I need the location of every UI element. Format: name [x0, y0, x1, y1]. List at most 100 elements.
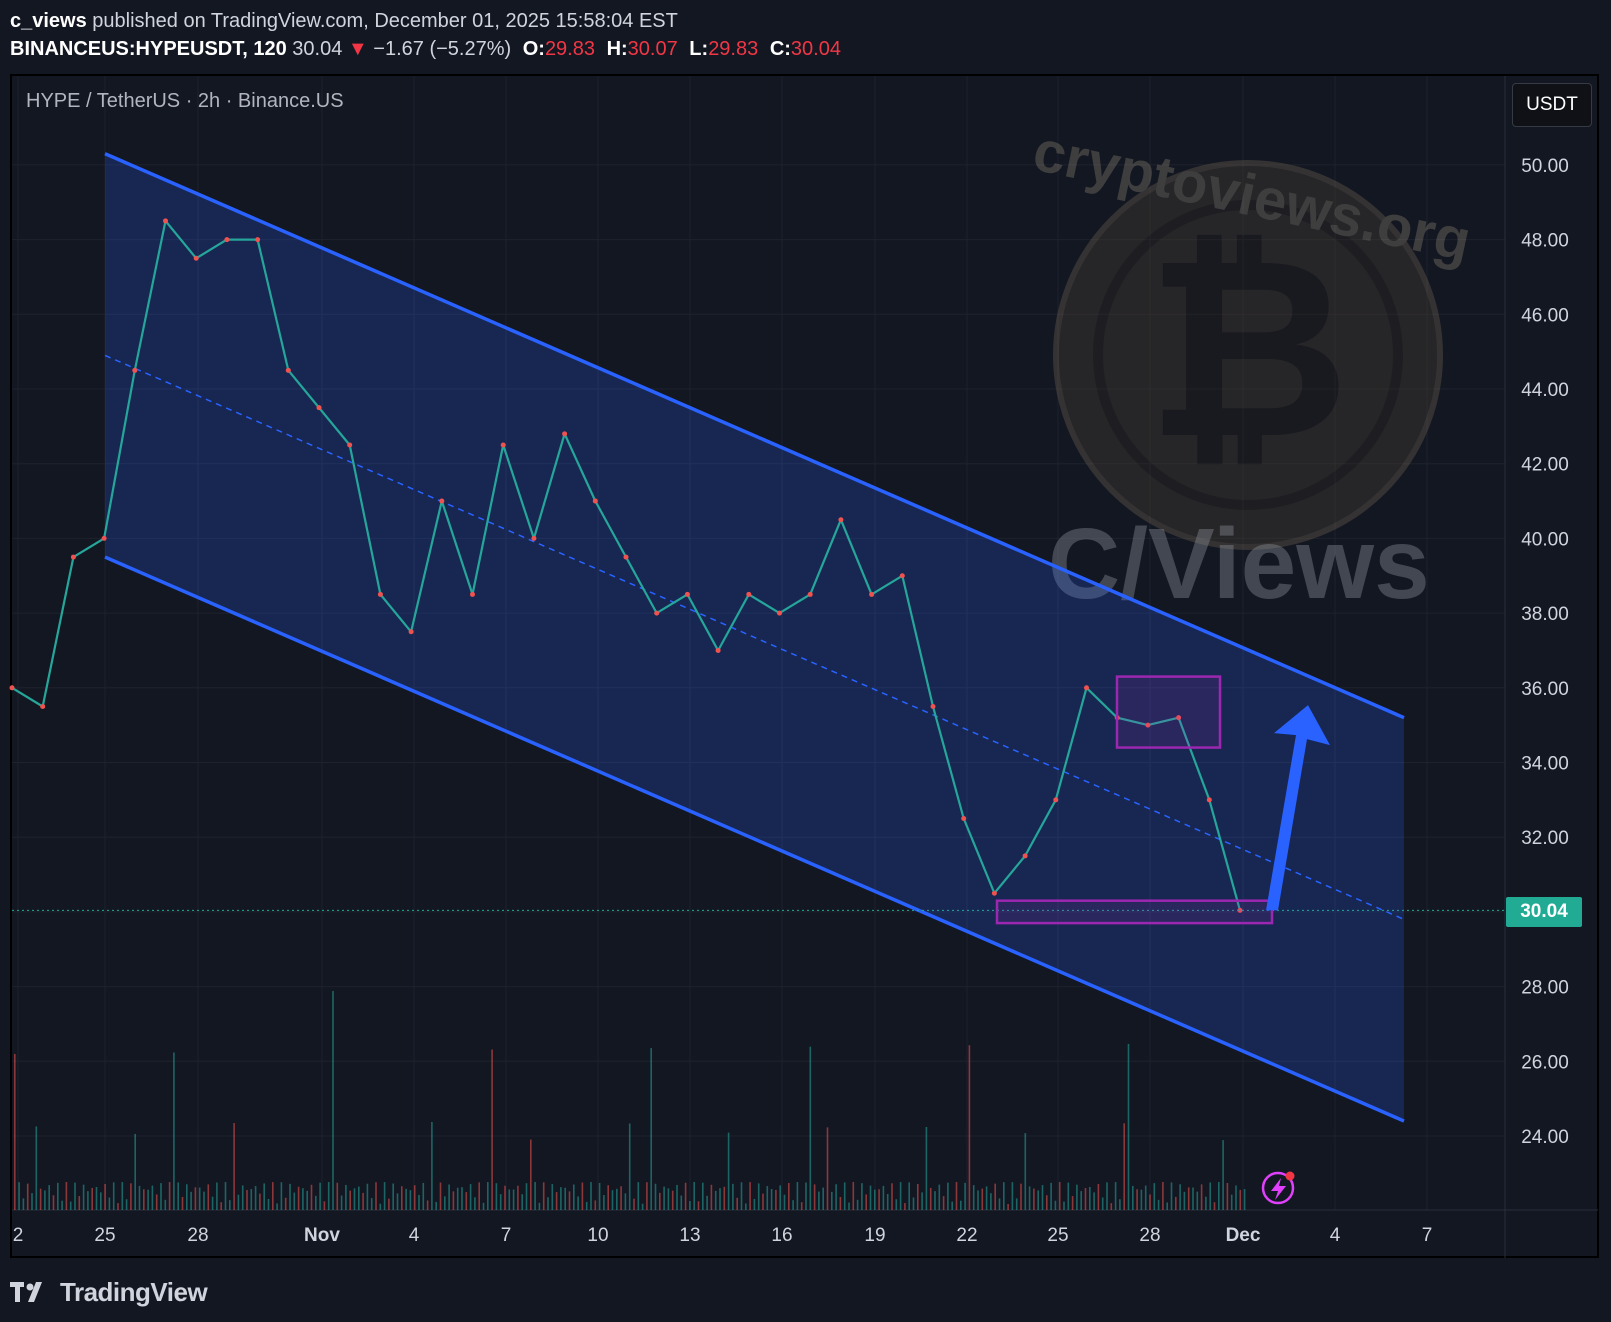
price-point — [70, 554, 76, 560]
volume-bar — [87, 1191, 89, 1210]
volume-bar — [972, 1185, 975, 1210]
symbol-name[interactable]: BINANCEUS:HYPEUSDT, 120 — [10, 38, 287, 60]
price-point — [869, 591, 875, 597]
volume-bar — [284, 1197, 287, 1210]
price-point — [1237, 907, 1243, 913]
volume-bar — [1015, 1198, 1018, 1210]
volume-bar — [375, 1182, 377, 1210]
volume-bar — [353, 1188, 356, 1210]
volume-bar — [1071, 1196, 1074, 1210]
volume-bar — [684, 1182, 687, 1210]
volume-bar — [560, 1187, 562, 1210]
volume-bar — [1054, 1200, 1057, 1210]
tradingview-footer[interactable]: TradingView — [10, 1272, 208, 1312]
volume-bar — [921, 1192, 923, 1210]
volume-bar — [534, 1182, 536, 1210]
volume-bar — [491, 1049, 493, 1210]
volume-bar — [1149, 1194, 1151, 1210]
volume-bar — [624, 1193, 627, 1210]
volume-bar — [422, 1182, 425, 1210]
volume-bar — [960, 1200, 962, 1210]
close-label: C: — [769, 38, 791, 60]
volume-bar — [762, 1193, 764, 1210]
volume-bar — [912, 1197, 915, 1210]
price-tick-label: 36.00 — [1521, 679, 1569, 700]
volume-bar — [121, 1182, 124, 1210]
volume-bar — [95, 1186, 98, 1210]
price-point — [1022, 853, 1028, 859]
chart-panel[interactable] — [10, 74, 1599, 1258]
volume-bar — [1046, 1195, 1048, 1210]
volume-bar — [848, 1202, 850, 1210]
volume-bar — [1024, 1133, 1027, 1210]
volume-bar — [904, 1203, 906, 1210]
volume-bar — [1222, 1140, 1224, 1210]
time-tick-label: 28 — [187, 1225, 208, 1246]
volume-bar — [813, 1184, 816, 1210]
volume-bar — [990, 1193, 992, 1210]
volume-bar — [220, 1202, 222, 1210]
volume-bar — [138, 1185, 141, 1210]
volume-bar — [237, 1194, 240, 1210]
volume-bar — [594, 1200, 597, 1210]
publisher-name[interactable]: c_views — [10, 10, 87, 32]
volume-bar — [1101, 1197, 1104, 1210]
volume-bar — [44, 1190, 46, 1210]
volume-bar — [379, 1203, 382, 1210]
volume-bar — [517, 1185, 519, 1210]
volume-bar — [908, 1182, 910, 1210]
volume-bar — [426, 1200, 429, 1210]
volume-bar — [1213, 1202, 1216, 1210]
price-tick-label: 44.00 — [1521, 380, 1569, 401]
volume-bar — [697, 1201, 700, 1210]
volume-bar — [1093, 1192, 1095, 1210]
price-tick-label: 32.00 — [1521, 828, 1569, 849]
volume-bar — [151, 1185, 154, 1210]
volume-bar — [607, 1185, 609, 1210]
volume-bar — [272, 1182, 274, 1210]
coin-outer — [1053, 160, 1443, 550]
volume-bar — [1205, 1196, 1207, 1210]
volume-bar — [327, 1182, 330, 1210]
volume-bar — [512, 1189, 515, 1210]
volume-bar — [886, 1193, 889, 1210]
volume-bar — [861, 1183, 863, 1210]
volume-bar — [650, 1048, 652, 1210]
volume-bar — [1033, 1188, 1035, 1210]
volume-bar — [667, 1188, 670, 1210]
price-tick-label: 38.00 — [1521, 604, 1569, 625]
open-value: 29.83 — [544, 38, 595, 60]
volume-bar — [710, 1184, 713, 1210]
currency-button[interactable]: USDT — [1512, 83, 1592, 127]
price-point — [470, 591, 475, 597]
volume-bar — [585, 1201, 588, 1210]
price-point — [163, 218, 168, 224]
volume-bar — [1097, 1183, 1100, 1210]
volume-bar — [323, 1201, 326, 1210]
volume-bar — [315, 1195, 317, 1210]
price-tick-label: 34.00 — [1521, 754, 1569, 775]
price-point — [1145, 722, 1151, 728]
volume-bar — [310, 1184, 313, 1210]
volume-bar — [1132, 1185, 1134, 1210]
volume-bar — [659, 1192, 661, 1210]
volume-bar — [155, 1194, 158, 1210]
pair-title: HYPE / TetherUS · 2h · Binance.US — [26, 90, 344, 112]
volume-bar — [177, 1182, 179, 1210]
volume-bar — [1166, 1202, 1168, 1210]
volume-bar — [577, 1196, 579, 1210]
volume-bar — [358, 1186, 360, 1210]
volume-bar — [499, 1194, 502, 1210]
time-tick-label: 7 — [1422, 1225, 1433, 1246]
price-point — [1206, 797, 1212, 803]
volume-bar — [39, 1188, 42, 1210]
volume-bar — [770, 1189, 773, 1210]
volume-bar — [14, 1054, 16, 1210]
volume-bar — [241, 1185, 244, 1210]
volume-bar — [61, 1200, 63, 1210]
price-point — [930, 703, 936, 709]
volume-bar — [835, 1184, 837, 1210]
volume-bar — [938, 1184, 941, 1210]
volume-bar — [822, 1187, 824, 1210]
